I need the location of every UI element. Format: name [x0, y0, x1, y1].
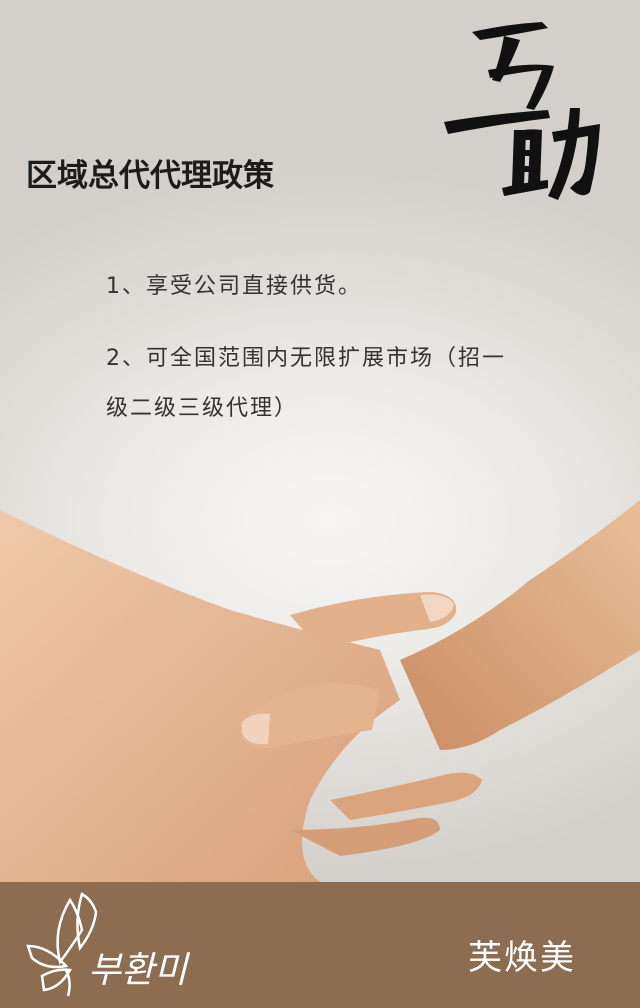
policy-item-2: 2、可全国范围内无限扩展市场（招一级二级三级代理） — [106, 346, 506, 421]
footer-bar: 부환미 芙焕美 — [0, 882, 640, 1008]
policy-list: 1、享受公司直接供货。 2、可全国范围内无限扩展市场（招一级二级三级代理） — [106, 262, 526, 456]
brand-name: 芙焕美 — [468, 938, 576, 978]
brand-logo-text: 부환미 — [88, 950, 190, 991]
clasped-hands-image — [0, 500, 640, 882]
poster-background: 区域总代代理政策 1、享受公司直接供货。 2、可全国范围内无限扩展市场（招一级二… — [0, 0, 640, 882]
brand-logo: 부환미 — [26, 892, 190, 997]
policy-item-1: 1、享受公司直接供货。 — [106, 274, 362, 299]
calligraphy-huzhu — [444, 22, 600, 200]
policy-title: 区域总代代理政策 — [26, 158, 274, 194]
